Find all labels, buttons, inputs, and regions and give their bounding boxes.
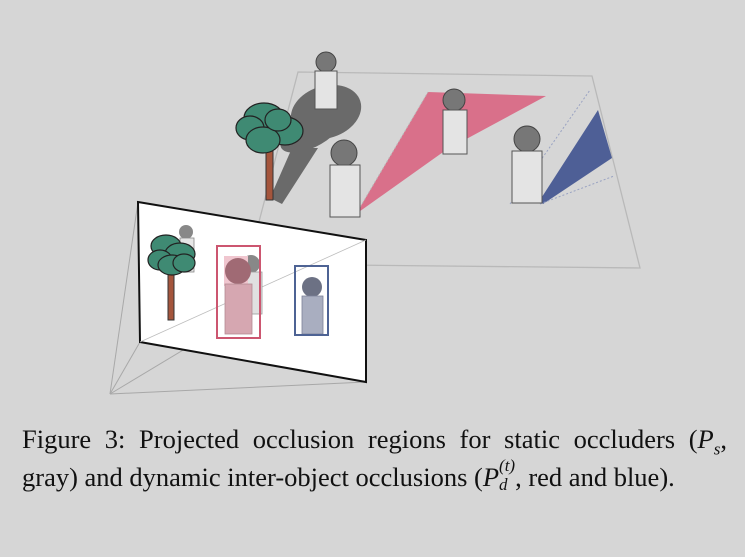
person-icon (511, 125, 543, 204)
tree-icon (235, 102, 304, 201)
static-occlusion-regions (270, 84, 362, 204)
dynamic-occlusion-blue (540, 110, 612, 204)
person-icon (442, 88, 468, 155)
math-dynamic-superscript: (t) (499, 455, 516, 475)
caption-text-2: , gray) and dynamic inter-object occlusi… (22, 424, 727, 492)
ground-plane (247, 71, 641, 269)
figure-caption: Figure 3: Projected occlusion regions fo… (22, 420, 727, 497)
person-icon (314, 51, 338, 110)
bbox-blue (294, 265, 329, 336)
math-dynamic-subscript: d (499, 474, 508, 494)
static-occlusion-tree-shadow (270, 148, 318, 204)
math-static-subscript: s (713, 439, 721, 459)
tree-icon (147, 225, 196, 321)
caption-text-1: Projected occlusion regions for static o… (125, 424, 698, 454)
math-static-symbol: P (697, 424, 714, 454)
image-plane (136, 200, 367, 384)
math-dynamic-indices: (t) d (499, 457, 515, 497)
math-static-occlusion: Ps (697, 424, 721, 457)
bbox-red (216, 245, 263, 339)
math-dynamic-symbol: P (482, 462, 500, 492)
math-dynamic-occlusion: P (t) d (482, 457, 515, 493)
occlusion-figure (109, 51, 641, 395)
caption-text-3: , red and blue). (515, 462, 675, 492)
person-icon (329, 139, 361, 218)
caption-label: Figure 3: (22, 424, 126, 454)
